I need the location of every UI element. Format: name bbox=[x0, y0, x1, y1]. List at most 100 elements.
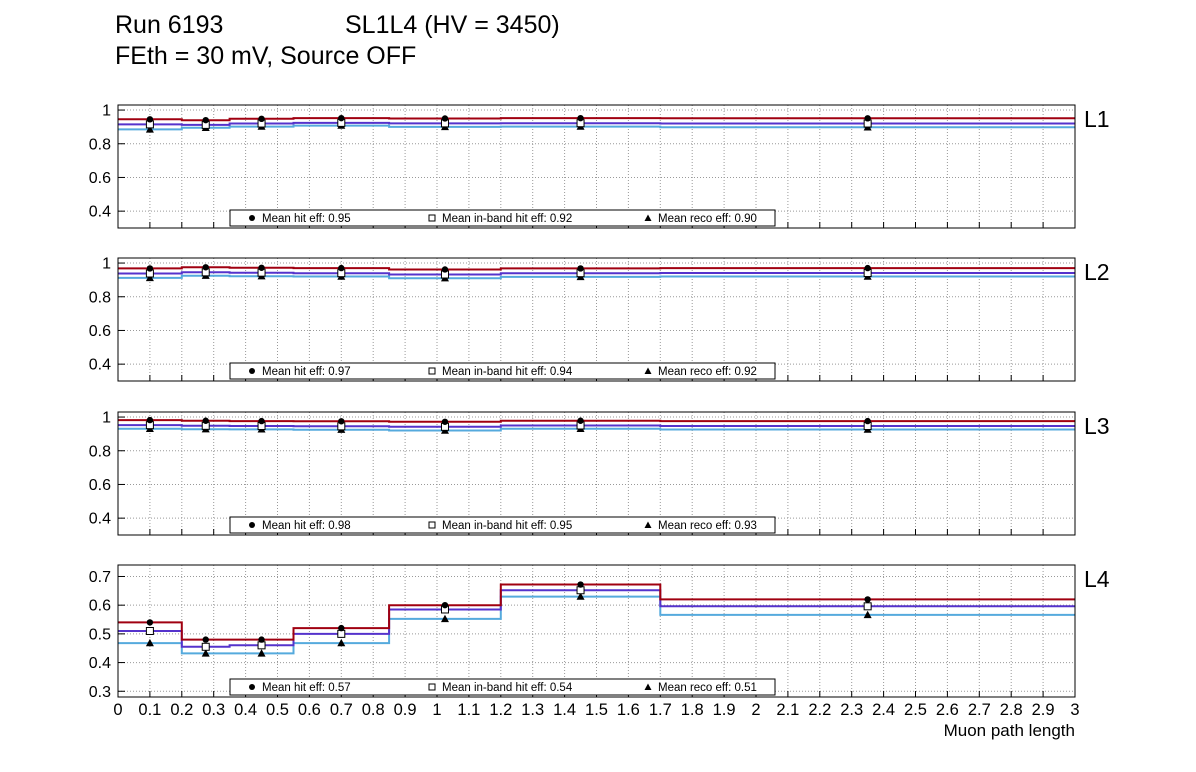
marker-circle-hit bbox=[864, 596, 871, 603]
legend-entry-text: Mean reco eff: 0.90 bbox=[658, 213, 757, 225]
marker-square-inband bbox=[145, 627, 154, 635]
legend-L1: Mean hit eff: 0.95 Mean in-band hit eff: … bbox=[229, 209, 776, 227]
marker-circle-hit bbox=[577, 265, 584, 272]
marker-circle-hit bbox=[202, 264, 209, 271]
plot-header: Run 6193 SL1L4 (HV = 3450) FEth = 30 mV, … bbox=[115, 10, 560, 72]
marker-circle-hit bbox=[864, 417, 871, 425]
legend-box bbox=[229, 678, 776, 696]
legend-box bbox=[229, 209, 776, 227]
x-tick-label: 2.1 bbox=[776, 701, 799, 719]
y-tick-label: 0.6 bbox=[89, 323, 111, 340]
y-tick-label: 0.6 bbox=[89, 477, 111, 494]
x-tick-label: 0.7 bbox=[330, 701, 353, 719]
panel-L3: 0.4 0.6 0.8 1 Mean hit eff: 0.98 Mean in-band… bbox=[89, 410, 1110, 536]
y-tick-label: 0.4 bbox=[89, 357, 111, 374]
legend-marker-circle bbox=[249, 215, 255, 221]
marker-square-inband bbox=[257, 641, 266, 650]
x-tick-label: 2.2 bbox=[808, 701, 831, 719]
marker-triangle-reco bbox=[145, 125, 154, 133]
y-tick-label: 0.4 bbox=[89, 655, 111, 672]
x-tick-label: 0.3 bbox=[202, 701, 225, 719]
panel-L4: 0.3 0.4 0.5 0.6 0.7 Mean hit eff: 0.57 Mean in… bbox=[89, 564, 1110, 701]
legend-marker-circle bbox=[249, 684, 255, 690]
run-title: Run 6193 bbox=[115, 11, 224, 39]
x-tick-label: 2.9 bbox=[1032, 701, 1055, 719]
x-tick-label: 0.5 bbox=[266, 701, 289, 719]
y-tick-label: 1 bbox=[102, 256, 111, 273]
y-tick-label: 0.6 bbox=[89, 598, 111, 615]
legend-entry-text: Mean in-band hit eff: 0.94 bbox=[442, 366, 573, 378]
y-tick-label: 0.3 bbox=[89, 684, 111, 701]
y-tick-label: 0.7 bbox=[89, 569, 111, 586]
legend-marker-triangle bbox=[644, 521, 652, 528]
legend-entry-text: Mean hit eff: 0.95 bbox=[262, 213, 351, 225]
marker-circle-hit bbox=[577, 581, 584, 588]
legend-entry-text: Mean reco eff: 0.51 bbox=[658, 682, 757, 694]
marker-circle-hit bbox=[202, 116, 209, 124]
marker-circle-hit bbox=[146, 416, 154, 424]
marker-circle-hit bbox=[338, 418, 345, 425]
legend-marker-circle bbox=[249, 522, 255, 528]
marker-triangle-reco bbox=[337, 638, 346, 647]
legend-entry-text: Mean reco eff: 0.92 bbox=[658, 366, 757, 378]
marker-triangle-reco bbox=[257, 649, 266, 657]
panel-label-L3: L3 bbox=[1084, 413, 1110, 439]
panel-L2: 0.4 0.6 0.8 1 Mean hit eff: 0.97 Mean in-band… bbox=[89, 256, 1110, 382]
x-tick-label: 1.7 bbox=[649, 701, 672, 719]
marker-square-inband bbox=[337, 629, 346, 638]
x-tick-label: 0.4 bbox=[234, 701, 257, 719]
x-tick-label: 2.7 bbox=[968, 701, 991, 719]
marker-circle-hit bbox=[146, 116, 154, 123]
x-tick-label: 0 bbox=[113, 701, 122, 719]
marker-circle-hit bbox=[864, 115, 871, 122]
marker-circle-hit bbox=[441, 266, 449, 273]
legend-marker-square bbox=[428, 367, 436, 375]
legend-marker-square bbox=[428, 683, 436, 691]
marker-circle-hit bbox=[258, 417, 265, 425]
marker-circle-hit bbox=[202, 636, 209, 643]
marker-circle-hit bbox=[258, 264, 265, 271]
panel-label-L2: L2 bbox=[1084, 259, 1110, 285]
panel-label-L1: L1 bbox=[1084, 106, 1110, 132]
x-tick-label: 1.5 bbox=[585, 701, 608, 719]
x-tick-label: 2.5 bbox=[904, 701, 927, 719]
legend-marker-triangle bbox=[644, 214, 652, 221]
x-tick-label: 0.9 bbox=[394, 701, 417, 719]
marker-circle-hit bbox=[441, 418, 449, 425]
marker-square-inband bbox=[863, 602, 872, 611]
marker-square-inband bbox=[201, 642, 210, 651]
legend-box bbox=[229, 362, 776, 380]
y-tick-label: 0.8 bbox=[89, 136, 111, 153]
x-tick-label: 1.6 bbox=[617, 701, 640, 719]
legend-entry-text: Mean in-band hit eff: 0.95 bbox=[442, 520, 572, 532]
legend-L3: Mean hit eff: 0.98 Mean in-band hit eff: … bbox=[229, 516, 776, 534]
legend-marker-square bbox=[428, 214, 436, 222]
legend-entry-text: Mean hit eff: 0.97 bbox=[262, 366, 351, 378]
x-tick-label: 0.1 bbox=[138, 701, 161, 719]
x-tick-label: 0.8 bbox=[362, 701, 385, 719]
marker-triangle-reco bbox=[863, 610, 872, 619]
marker-circle-hit bbox=[577, 114, 584, 122]
x-tick-label: 2 bbox=[751, 701, 760, 719]
marker-circle-hit bbox=[864, 264, 871, 272]
legend-entry-text: Mean reco eff: 0.93 bbox=[658, 520, 757, 532]
legend-L4: Mean hit eff: 0.57 Mean in-band hit eff: … bbox=[229, 678, 776, 696]
marker-triangle-reco bbox=[576, 592, 585, 600]
marker-circle-hit bbox=[441, 601, 449, 609]
marker-circle-hit bbox=[146, 265, 154, 272]
legend-marker-circle bbox=[249, 368, 255, 374]
marker-circle-hit bbox=[338, 114, 345, 122]
x-axis-title: Muon path length bbox=[944, 721, 1075, 740]
x-tick-label: 1.4 bbox=[553, 701, 576, 719]
y-tick-label: 0.5 bbox=[89, 626, 111, 643]
y-tick-label: 0.4 bbox=[89, 204, 111, 221]
series-line-hit-L4 bbox=[118, 583, 1075, 641]
marker-circle-hit bbox=[202, 417, 209, 424]
y-tick-label: 1 bbox=[102, 103, 111, 120]
x-tick-label: 0.2 bbox=[170, 701, 193, 719]
x-tick-label: 1 bbox=[432, 701, 441, 719]
y-tick-label: 0.4 bbox=[89, 511, 111, 528]
x-tick-label: 2.4 bbox=[872, 701, 895, 719]
title-line: Run 6193 SL1L4 (HV = 3450) bbox=[115, 10, 560, 41]
